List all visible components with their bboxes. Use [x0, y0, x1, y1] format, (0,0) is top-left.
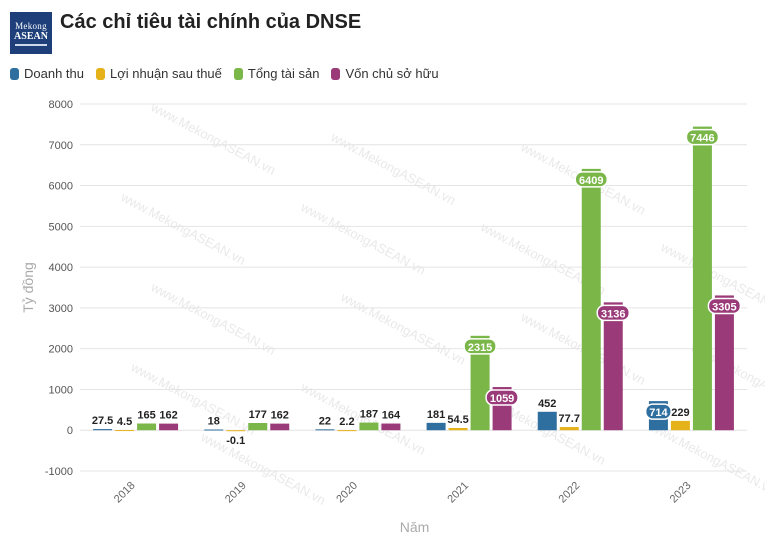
watermark-text: www.MekongASEAN.vn [118, 189, 248, 268]
data-label-badge [463, 338, 497, 355]
bar [603, 302, 623, 431]
legend-item[interactable]: Doanh thu [10, 66, 84, 81]
data-label: 3136 [601, 308, 625, 320]
x-tick-label: 2018 [112, 480, 138, 506]
y-tick-label: 4000 [49, 262, 73, 274]
bar [426, 422, 446, 431]
data-label: 1059 [490, 393, 514, 405]
data-label: 187 [360, 409, 378, 421]
y-tick-label: 7000 [49, 140, 73, 152]
data-label: 2315 [468, 342, 492, 354]
legend-swatch [233, 67, 243, 80]
bar [159, 423, 179, 431]
chart-title: Các chỉ tiêu tài chính của DNSE [60, 11, 362, 33]
data-label: 7446 [690, 133, 714, 145]
legend-label: Tổng tài sản [247, 66, 320, 81]
bar [381, 423, 401, 431]
data-label: 3305 [712, 301, 736, 313]
bar [470, 335, 490, 431]
data-label: 54.5 [447, 414, 468, 426]
data-label: 177 [249, 409, 267, 421]
legend-item[interactable]: Lợi nhuận sau thuế [96, 66, 222, 81]
y-tick-label: 3000 [49, 303, 73, 315]
watermark-text: www.MekongASEAN.vn [148, 99, 278, 178]
data-label: 165 [137, 409, 155, 421]
bar [559, 427, 579, 431]
legend-label: Doanh thu [24, 66, 84, 81]
bar [226, 430, 246, 432]
logo-line-1: Mekong [15, 20, 47, 31]
bar [714, 295, 734, 431]
bar [93, 429, 113, 431]
data-label: 229 [671, 407, 689, 419]
x-tick-label: 2023 [668, 480, 694, 506]
bar [359, 422, 379, 431]
brand-logo: Mekong ASEAN [10, 12, 52, 54]
data-label: 6409 [579, 175, 603, 187]
y-tick-label: 6000 [49, 181, 73, 193]
data-label-badge [574, 171, 608, 188]
bar [537, 411, 557, 431]
bar [448, 427, 468, 431]
watermark-text: www.MekongASEAN.vn [328, 129, 458, 208]
data-label: 452 [538, 398, 556, 410]
watermark-text: www.MekongASEAN.vn [298, 199, 428, 278]
logo-underline [15, 43, 47, 46]
data-label: 162 [271, 410, 289, 422]
bar [137, 423, 157, 431]
y-tick-label: 5000 [49, 221, 73, 233]
data-label: 2.2 [339, 416, 354, 428]
bar [270, 423, 290, 431]
y-axis-label: Tỷ đồng [20, 262, 36, 313]
legend-swatch [96, 67, 105, 80]
watermark-text: www.MekongASEAN.vn [148, 279, 278, 358]
data-label: 714 [649, 407, 668, 419]
bar [115, 430, 135, 432]
data-label-badge [685, 128, 720, 146]
bar [337, 430, 357, 432]
data-label-badge [644, 403, 672, 420]
watermark-text: www.MekongASEAN.vn [338, 289, 468, 368]
data-label: 4.5 [117, 416, 132, 428]
legend-item[interactable]: Vốn chủ sở hữu [331, 66, 439, 81]
logo-line-2: ASEAN [14, 30, 48, 42]
chart-legend: Doanh thu Lợi nhuận sau thuế Tổng tài sản V… [10, 66, 439, 81]
data-label: 77.7 [559, 413, 580, 425]
data-label: 18 [208, 415, 220, 427]
data-label-badge [485, 389, 519, 406]
watermark-text: www.MekongASEAN.vn [198, 429, 328, 508]
data-label-badge [596, 304, 630, 322]
legend-swatch [331, 67, 341, 80]
data-label: 162 [159, 410, 177, 422]
data-label: 27.5 [92, 415, 113, 427]
bar [204, 429, 224, 431]
bar [670, 420, 690, 431]
y-tick-label: 0 [67, 425, 73, 437]
data-label-badge [707, 297, 742, 315]
y-tick-label: 8000 [49, 99, 73, 111]
y-tick-label: 2000 [49, 344, 73, 356]
bar [315, 429, 335, 431]
x-tick-label: 2020 [334, 480, 360, 506]
watermark-text: www.MekongASEAN.vn [648, 419, 765, 498]
bar [692, 126, 712, 431]
legend-label: Vốn chủ sở hữu [345, 66, 439, 81]
data-label: -0.1 [226, 435, 245, 447]
y-tick-label: -1000 [45, 466, 73, 478]
bar [581, 168, 601, 431]
legend-label: Lợi nhuận sau thuế [110, 66, 222, 81]
data-label: 164 [382, 410, 401, 422]
x-tick-label: 2019 [223, 480, 249, 506]
data-label: 22 [319, 415, 331, 427]
x-axis-label: Năm [400, 519, 430, 535]
data-label: 181 [427, 409, 445, 421]
x-tick-label: 2022 [557, 480, 583, 506]
y-tick-label: 1000 [49, 384, 73, 396]
legend-swatch [10, 67, 19, 80]
legend-item[interactable]: Tổng tài sản [233, 66, 320, 81]
bar [248, 423, 268, 431]
x-tick-label: 2021 [445, 480, 471, 506]
